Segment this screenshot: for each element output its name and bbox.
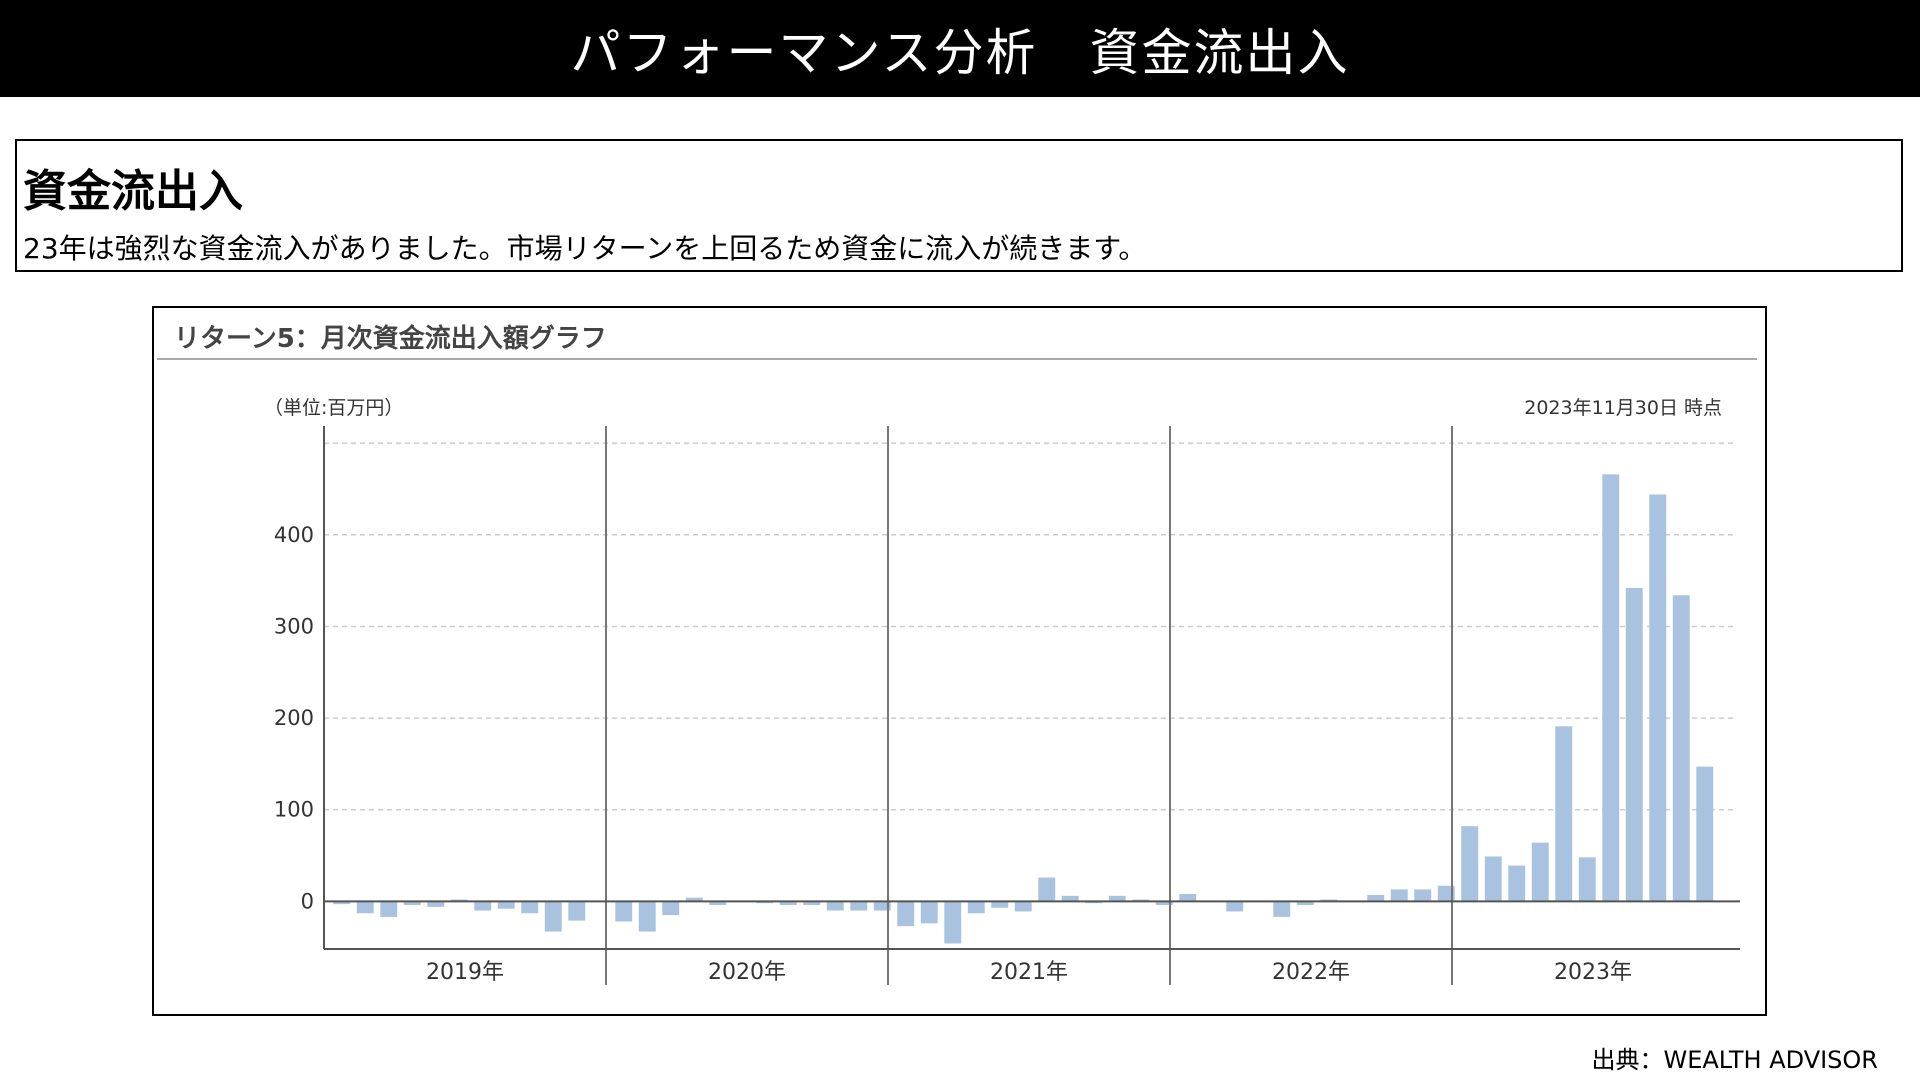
x-year-label: 2021年 — [990, 960, 1068, 985]
bar — [1367, 894, 1385, 902]
bar — [1061, 895, 1079, 902]
bar — [1625, 587, 1643, 902]
bar — [1437, 885, 1455, 902]
bar — [638, 901, 656, 932]
bar — [1390, 889, 1408, 902]
bar — [1696, 766, 1714, 902]
y-tick-label: 300 — [274, 614, 314, 638]
y-tick-label: 400 — [274, 523, 314, 547]
bar — [1578, 857, 1596, 902]
bar — [497, 901, 515, 909]
bar — [779, 901, 797, 906]
page-title: パフォーマンス分析 資金流出入 — [570, 23, 1350, 82]
bar — [1649, 494, 1667, 902]
bar — [897, 901, 915, 927]
source-note: 出典：WEALTH ADVISOR — [1591, 1046, 1879, 1074]
bar — [1155, 901, 1173, 906]
summary-box: 資金流出入 23年は強烈な資金流入がありました。市場リターンを上回るため資金に流… — [15, 139, 1903, 272]
bar — [1014, 901, 1032, 912]
bar — [1672, 595, 1690, 902]
bar — [1108, 895, 1126, 902]
x-year-label: 2019年 — [426, 960, 504, 985]
bar — [873, 901, 891, 911]
y-tick-label: 100 — [274, 798, 314, 822]
bar — [544, 901, 562, 932]
fund-flow-bar-chart: （単位:百万円） 2023年11月30日 時点 0 100 200 300 400 201… — [264, 397, 1740, 985]
bar — [1273, 901, 1291, 917]
bar — [568, 901, 586, 921]
bar — [1038, 877, 1056, 902]
bar — [1461, 826, 1479, 902]
bar — [1531, 842, 1549, 902]
bar — [991, 901, 1009, 908]
title-bar: パフォーマンス分析 資金流出入 — [0, 0, 1920, 97]
bar — [1555, 726, 1573, 902]
unit-label: （単位:百万円） — [264, 397, 403, 419]
bar — [1296, 901, 1314, 906]
bar — [380, 901, 398, 917]
y-tick-label: 200 — [274, 706, 314, 730]
bar — [850, 901, 868, 911]
bar — [709, 901, 727, 906]
bar — [803, 901, 821, 906]
bar — [662, 901, 680, 916]
bar — [356, 901, 374, 914]
bar — [1484, 856, 1502, 902]
bar — [685, 897, 703, 902]
bar — [521, 901, 539, 914]
bar — [333, 901, 351, 905]
bar — [1414, 889, 1432, 902]
summary-heading: 資金流出入 — [23, 166, 243, 217]
bar — [944, 901, 962, 944]
bar — [427, 901, 445, 907]
x-year-label: 2022年 — [1272, 960, 1350, 985]
bar — [1226, 901, 1244, 912]
as-of-label: 2023年11月30日 時点 — [1524, 397, 1722, 419]
bar — [967, 901, 985, 914]
bar — [826, 901, 844, 911]
x-year-label: 2023年 — [1554, 960, 1632, 985]
x-year-label: 2020年 — [708, 960, 786, 985]
bar — [920, 901, 938, 924]
chart-title: リターン5：月次資金流出入額グラフ — [174, 324, 607, 354]
bar — [403, 901, 421, 906]
bar — [474, 901, 492, 911]
bar — [1508, 865, 1526, 902]
summary-text: 23年は強烈な資金流入がありました。市場リターンを上回るため資金に流入が続きます… — [23, 232, 1147, 265]
chart-panel: リターン5：月次資金流出入額グラフ （単位:百万円） 2023年11月30日 時… — [152, 306, 1767, 1016]
chart-title-divider — [157, 358, 1757, 360]
y-tick-label: 0 — [301, 889, 314, 913]
bar — [1602, 474, 1620, 902]
bar — [1179, 894, 1197, 902]
bar — [615, 901, 633, 922]
